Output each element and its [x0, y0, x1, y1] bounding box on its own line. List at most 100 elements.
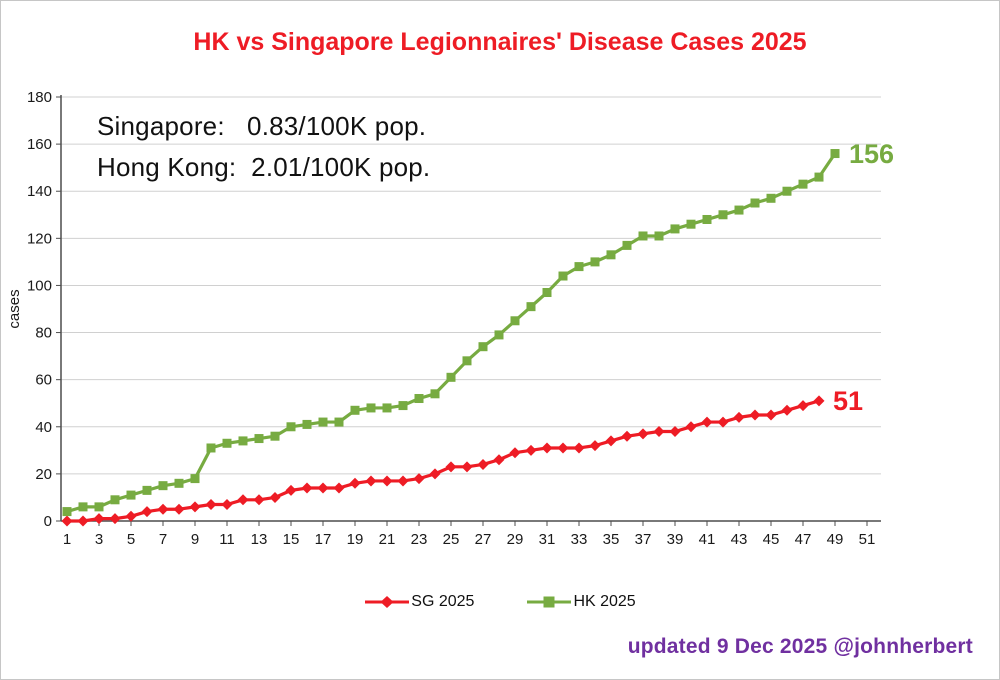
- marker-diamond: [445, 461, 457, 473]
- x-tick-label: 3: [95, 531, 103, 548]
- marker-square: [830, 149, 840, 159]
- marker-diamond: [493, 454, 505, 466]
- marker-square: [638, 231, 648, 241]
- marker-square: [670, 224, 680, 234]
- marker-diamond: [413, 473, 425, 485]
- marker-diamond: [381, 475, 393, 487]
- marker-square: [190, 474, 200, 484]
- marker-diamond: [461, 461, 473, 473]
- marker-diamond: [301, 482, 313, 494]
- marker-square: [718, 210, 728, 220]
- marker-diamond: [653, 425, 665, 437]
- x-tick-label: 5: [127, 531, 135, 548]
- marker-diamond: [701, 416, 713, 428]
- marker-diamond: [669, 425, 681, 437]
- marker-diamond: [717, 416, 729, 428]
- marker-square: [446, 372, 456, 382]
- marker-square: [814, 172, 824, 182]
- marker-square: [574, 262, 584, 272]
- marker-diamond: [125, 510, 137, 522]
- y-tick-label: 100: [27, 277, 52, 294]
- y-tick-label: 80: [35, 325, 52, 342]
- marker-square: [478, 342, 488, 352]
- marker-diamond: [509, 447, 521, 459]
- marker-square: [302, 419, 312, 429]
- marker-diamond: [605, 435, 617, 447]
- x-tick-label: 49: [827, 531, 844, 548]
- marker-square: [206, 443, 216, 453]
- sg-end-label: 51: [833, 385, 864, 416]
- x-tick-label: 45: [763, 531, 780, 548]
- marker-diamond: [77, 515, 89, 527]
- x-tick-label: 19: [347, 531, 364, 548]
- marker-diamond: [749, 409, 761, 421]
- marker-diamond: [157, 503, 169, 515]
- marker-square: [430, 389, 440, 399]
- marker-square: [606, 250, 616, 260]
- marker-diamond: [365, 475, 377, 487]
- x-tick-label: 35: [603, 531, 620, 548]
- marker-square: [158, 481, 168, 491]
- marker-square: [270, 431, 280, 441]
- x-tick-label: 7: [159, 531, 167, 548]
- chart-legend: SG 2025 HK 2025: [1, 593, 999, 611]
- legend-swatch-hk-icon: [527, 596, 572, 608]
- x-tick-label: 39: [667, 531, 684, 548]
- marker-square: [622, 240, 632, 250]
- y-tick-label: 120: [27, 230, 52, 247]
- y-tick-label: 20: [35, 466, 52, 483]
- marker-diamond: [253, 494, 265, 506]
- marker-square: [526, 302, 536, 312]
- y-tick-label: 160: [27, 136, 52, 153]
- annotation-singapore-rate: Singapore: 0.83/100K pop.: [97, 111, 427, 141]
- marker-diamond: [573, 442, 585, 454]
- x-tick-label: 9: [191, 531, 199, 548]
- marker-diamond: [397, 475, 409, 487]
- x-tick-label: 25: [443, 531, 460, 548]
- page-title: HK vs Singapore Legionnaires' Disease Ca…: [193, 28, 807, 56]
- marker-diamond: [813, 395, 825, 407]
- marker-diamond: [269, 491, 281, 503]
- legend-item-hk: HK 2025: [526, 593, 636, 611]
- marker-square: [702, 214, 712, 224]
- legend-swatch-sg-icon: [365, 596, 410, 608]
- marker-square: [590, 257, 600, 267]
- y-tick-label: 0: [44, 513, 52, 530]
- x-tick-label: 29: [507, 531, 524, 548]
- marker-diamond: [141, 506, 153, 518]
- marker-square: [734, 205, 744, 215]
- legend-label-hk: HK 2025: [573, 593, 636, 610]
- marker-square: [286, 422, 296, 432]
- marker-diamond: [557, 442, 569, 454]
- marker-square: [414, 394, 424, 404]
- x-tick-label: 15: [283, 531, 300, 548]
- annotation-hongkong-rate: Hong Kong: 2.01/100K pop.: [97, 152, 431, 182]
- marker-square: [782, 186, 792, 196]
- y-tick-label: 60: [35, 372, 52, 389]
- marker-square: [462, 356, 472, 366]
- marker-diamond: [429, 468, 441, 480]
- marker-diamond: [221, 499, 233, 511]
- y-axis-title: cases: [6, 289, 23, 328]
- marker-square: [558, 271, 568, 281]
- marker-square: [494, 330, 504, 340]
- marker-diamond: [733, 411, 745, 423]
- marker-square: [254, 434, 264, 444]
- x-tick-label: 21: [379, 531, 396, 548]
- marker-diamond: [205, 499, 217, 511]
- legend-marker-sg: [380, 596, 394, 608]
- marker-diamond: [797, 400, 809, 412]
- marker-diamond: [285, 484, 297, 496]
- y-tick-label: 140: [27, 183, 52, 200]
- x-tick-label: 1: [63, 531, 71, 548]
- marker-diamond: [477, 458, 489, 470]
- x-tick-label: 31: [539, 531, 556, 548]
- marker-diamond: [93, 513, 105, 525]
- marker-square: [142, 485, 152, 495]
- marker-diamond: [621, 430, 633, 442]
- x-tick-label: 17: [315, 531, 332, 548]
- footer-text: updated 9 Dec 2025 @johnherbert: [627, 635, 973, 658]
- x-tick-label: 37: [635, 531, 652, 548]
